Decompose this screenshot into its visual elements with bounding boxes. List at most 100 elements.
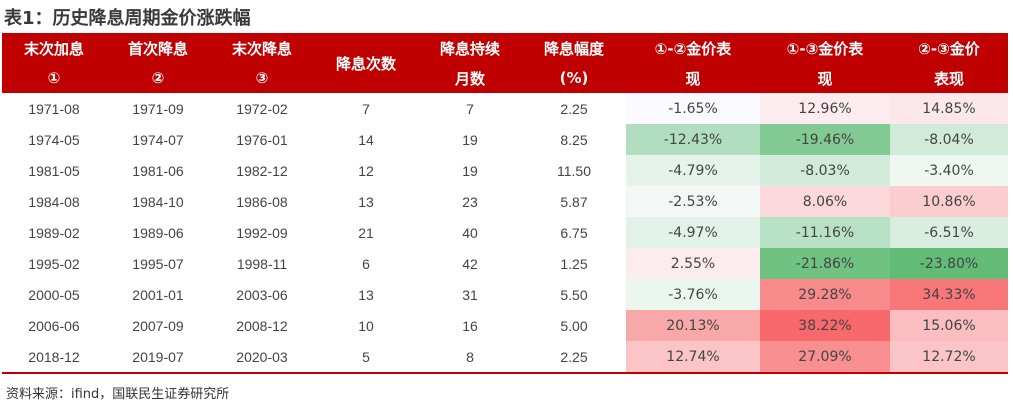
- table-cell: -4.79%: [626, 155, 760, 186]
- table-row: 1989-02 1989-06 1992-09 21 40 6.75 -4.97% -11.1…: [2, 217, 1008, 248]
- table-cell: 38.22%: [760, 310, 890, 341]
- table-cell: 8.25: [560, 131, 588, 148]
- table-cell: -21.86%: [760, 248, 890, 279]
- table-cell: 20.13%: [626, 310, 760, 341]
- table-cell: 2020-03: [236, 348, 288, 365]
- table-cell: 1981-06: [132, 162, 184, 179]
- table-cell: 5.00: [560, 317, 588, 334]
- table-cell: 12.96%: [760, 93, 890, 124]
- table-cell: -4.97%: [626, 217, 760, 248]
- table-cell: 1995-02: [28, 255, 80, 272]
- table-cell: 23: [462, 193, 478, 210]
- column-header: 末次加息: [2, 33, 106, 63]
- column-header: 降息幅度: [522, 33, 626, 63]
- table-cell: 14: [358, 131, 374, 148]
- column-header: ②-③金价: [890, 33, 1008, 63]
- table-cell: 1971-09: [132, 100, 184, 117]
- table-cell: 2000-05: [28, 286, 80, 303]
- table-row: 1981-05 1981-06 1982-12 12 19 11.50 -4.79% -8.0…: [2, 155, 1008, 186]
- table-cell: -8.04%: [890, 124, 1008, 155]
- gold-price-table: 末次加息 首次降息 末次降息 降息次数 降息持续 降息幅度 ①-②金价表 ①-③金价表 ②-③金…: [2, 33, 1008, 374]
- column-header: ①-②金价表: [626, 33, 760, 63]
- table-cell: 1972-02: [236, 100, 288, 117]
- table-row: 2000-05 2001-01 2003-06 13 31 5.50 -3.76% 29.28…: [2, 279, 1008, 310]
- table-cell: 14.85%: [890, 93, 1008, 124]
- table-cell: 1989-02: [28, 224, 80, 241]
- table-cell: 1971-08: [28, 100, 80, 117]
- table-cell: 12: [358, 162, 374, 179]
- table-cell: 8: [466, 348, 474, 365]
- table-cell: 12.74%: [626, 341, 760, 373]
- table-cell: 2006-06: [28, 317, 80, 334]
- table-cell: 13: [358, 286, 374, 303]
- table-cell: 19: [462, 131, 478, 148]
- table-title: 表1：历史降息周期金价涨跌幅: [4, 8, 251, 29]
- table-cell: 10: [358, 317, 374, 334]
- table-cell: 2007-09: [132, 317, 184, 334]
- table-cell: 2019-07: [132, 348, 184, 365]
- table-cell: 15.06%: [890, 310, 1008, 341]
- table-cell: 2001-01: [132, 286, 184, 303]
- table-cell: 2008-12: [236, 317, 288, 334]
- table-cell: 1974-05: [28, 131, 80, 148]
- table-cell: -8.03%: [760, 155, 890, 186]
- table-cell: 34.33%: [890, 279, 1008, 310]
- column-header-sub: 表现: [890, 63, 1008, 93]
- column-header-sub: 月数: [418, 63, 522, 93]
- table-cell: 12.72%: [890, 341, 1008, 373]
- table-cell: 1981-05: [28, 162, 80, 179]
- table-cell: 2.25: [560, 100, 588, 117]
- source-note: 资料来源：ifind，国联民生证券研究所: [6, 387, 230, 402]
- table-cell: 8.06%: [760, 186, 890, 217]
- table-cell: 21: [358, 224, 374, 241]
- table-cell: 2.25: [560, 348, 588, 365]
- table-cell: 1974-07: [132, 131, 184, 148]
- table-cell: 27.09%: [760, 341, 890, 373]
- table-cell: -23.80%: [890, 248, 1008, 279]
- table-cell: 7: [466, 100, 474, 117]
- table-cell: 2.55%: [626, 248, 760, 279]
- table-cell: 7: [362, 100, 370, 117]
- table-cell: 1982-12: [236, 162, 288, 179]
- table-cell: -19.46%: [760, 124, 890, 155]
- table-cell: 2018-12: [28, 348, 80, 365]
- table-cell: 1998-11: [236, 255, 288, 272]
- column-header-sub: 现: [626, 63, 760, 93]
- table-cell: 16: [462, 317, 478, 334]
- column-header: 降息持续: [418, 33, 522, 63]
- table-cell: 5.87: [560, 193, 588, 210]
- table-row: 1974-05 1974-07 1976-01 14 19 8.25 -12.43% -19.…: [2, 124, 1008, 155]
- column-header: 末次降息: [210, 33, 314, 63]
- table-cell: 6: [362, 255, 370, 272]
- table-cell: 1986-08: [236, 193, 288, 210]
- column-header-sub: ①: [2, 63, 106, 93]
- table-cell: 1989-06: [132, 224, 184, 241]
- column-header: 降息次数: [314, 33, 418, 93]
- table-cell: -3.76%: [626, 279, 760, 310]
- table-cell: 5.50: [560, 286, 588, 303]
- table-row: 1995-02 1995-07 1998-11 6 42 1.25 2.55% -21.86%…: [2, 248, 1008, 279]
- table-cell: -11.16%: [760, 217, 890, 248]
- table-cell: 42: [462, 255, 478, 272]
- table-cell: 1984-08: [28, 193, 80, 210]
- table-cell: -1.65%: [626, 93, 760, 124]
- table-cell: -12.43%: [626, 124, 760, 155]
- column-header: 首次降息: [106, 33, 210, 63]
- column-header-sub: ②: [106, 63, 210, 93]
- table-row: 2006-06 2007-09 2008-12 10 16 5.00 20.13% 38.22…: [2, 310, 1008, 341]
- table-row: 1984-08 1984-10 1986-08 13 23 5.87 -2.53% 8.06%…: [2, 186, 1008, 217]
- column-header-sub: 现: [760, 63, 890, 93]
- table-cell: 11.50: [557, 162, 591, 179]
- column-header-sub: ③: [210, 63, 314, 93]
- table-cell: 1992-09: [236, 224, 288, 241]
- table-row: 2018-12 2019-07 2020-03 5 8 2.25 12.74% 27.09% 1…: [2, 341, 1008, 373]
- table-cell: -6.51%: [890, 217, 1008, 248]
- table-cell: 6.75: [560, 224, 588, 241]
- table-cell: 31: [462, 286, 478, 303]
- table-cell: 1984-10: [132, 193, 184, 210]
- table-cell: 2003-06: [236, 286, 288, 303]
- table-cell: -2.53%: [626, 186, 760, 217]
- table-cell: 5: [362, 348, 370, 365]
- table-cell: 1995-07: [132, 255, 184, 272]
- column-header: ①-③金价表: [760, 33, 890, 63]
